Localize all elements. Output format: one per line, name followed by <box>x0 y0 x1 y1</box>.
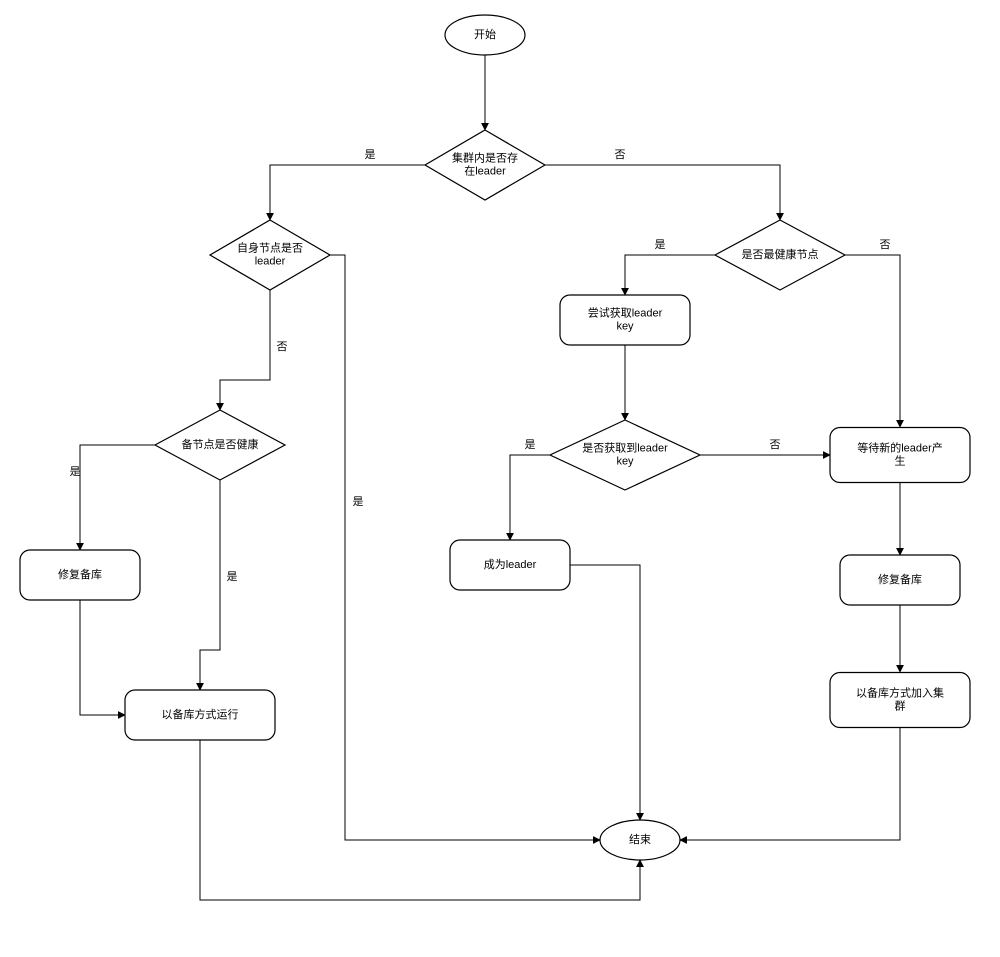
svg-text:在leader: 在leader <box>464 165 506 178</box>
edge-d_healthiest-p_try_get_key <box>625 255 715 295</box>
edge-d_got_key-p_become_leader <box>510 455 550 540</box>
svg-text:自身节点是否: 自身节点是否 <box>237 240 303 254</box>
edge-p_become_leader-end <box>570 565 640 820</box>
node-d_self_leader: 自身节点是否 leader <box>210 220 330 290</box>
svg-text:key: key <box>616 456 634 468</box>
svg-text:开始: 开始 <box>474 27 496 41</box>
edge-label-d_self_leader-d_backup_healthy: 否 <box>277 341 288 353</box>
edge-label-d_healthiest-p_try_get_key: 是 <box>655 238 666 251</box>
edge-p_join_as_backup-end <box>680 727 900 840</box>
flowchart-canvas: 是否否是是是是否是否开始集群内是否存在leader自身节点是否leader备节点… <box>0 0 1000 957</box>
edge-label-d_backup_healthy-p_repair_backup_left: 是 <box>70 465 81 478</box>
edge-label-d_self_leader-end: 是 <box>353 495 364 508</box>
edge-label-d_leader_exist-d_healthiest: 否 <box>615 149 626 161</box>
edge-label-d_backup_healthy-p_run_as_backup: 是 <box>227 570 238 583</box>
node-end: 结束 <box>600 820 680 860</box>
node-p_repair_backup_left: 修复备库 <box>20 550 140 600</box>
svg-text:等待新的leader产: 等待新的leader产 <box>857 440 943 454</box>
nodes-layer: 开始集群内是否存在leader 自身节点是否 leader 备节点是否健康修复备库以备… <box>20 15 970 860</box>
edge-label-d_leader_exist-d_self_leader: 是 <box>365 148 376 161</box>
edge-d_leader_exist-d_self_leader <box>270 165 425 220</box>
edge-d_backup_healthy-p_repair_backup_left <box>80 445 155 550</box>
svg-text:是否获取到leader: 是否获取到leader <box>582 441 668 454</box>
svg-text:修复备库: 修复备库 <box>878 572 922 586</box>
edge-label-d_got_key-p_become_leader: 是 <box>525 438 536 451</box>
svg-text:群: 群 <box>895 699 906 713</box>
svg-text:结束: 结束 <box>629 833 651 846</box>
svg-text:key: key <box>616 321 634 333</box>
svg-text:备节点是否健康: 备节点是否健康 <box>182 437 259 451</box>
edge-label-d_got_key-p_wait_new_leader: 否 <box>770 439 781 451</box>
edge-d_leader_exist-d_healthiest <box>545 165 780 220</box>
node-d_healthiest: 是否最健康节点 <box>715 220 845 290</box>
node-p_become_leader: 成为leader <box>450 540 570 590</box>
edge-d_healthiest-p_wait_new_leader <box>845 255 900 427</box>
edge-d_self_leader-d_backup_healthy <box>220 290 270 410</box>
edge-d_backup_healthy-p_run_as_backup <box>200 480 220 690</box>
svg-text:生: 生 <box>895 454 906 468</box>
svg-text:leader: leader <box>255 256 286 268</box>
svg-text:集群内是否存: 集群内是否存 <box>452 150 518 164</box>
edge-label-d_healthiest-p_wait_new_leader: 否 <box>880 239 891 251</box>
svg-text:以备库方式运行: 以备库方式运行 <box>162 707 239 721</box>
node-d_got_key: 是否获取到leader key <box>550 420 700 490</box>
node-d_backup_healthy: 备节点是否健康 <box>155 410 285 480</box>
node-start: 开始 <box>445 15 525 55</box>
svg-text:以备库方式加入集: 以备库方式加入集 <box>856 685 944 699</box>
svg-text:是否最健康节点: 是否最健康节点 <box>742 247 819 261</box>
edge-p_run_as_backup-end <box>200 740 640 900</box>
node-p_join_as_backup: 以备库方式加入集群 <box>830 673 970 728</box>
node-p_wait_new_leader: 等待新的leader产生 <box>830 428 970 483</box>
svg-text:尝试获取leader: 尝试获取leader <box>588 306 663 319</box>
node-p_run_as_backup: 以备库方式运行 <box>125 690 275 740</box>
node-p_try_get_key: 尝试获取leader key <box>560 295 690 345</box>
node-p_repair_backup_right: 修复备库 <box>840 555 960 605</box>
node-d_leader_exist: 集群内是否存在leader <box>425 130 545 200</box>
svg-text:修复备库: 修复备库 <box>58 567 102 581</box>
svg-text:成为leader: 成为leader <box>484 558 537 571</box>
edge-p_repair_backup_left-p_run_as_backup <box>80 600 125 715</box>
